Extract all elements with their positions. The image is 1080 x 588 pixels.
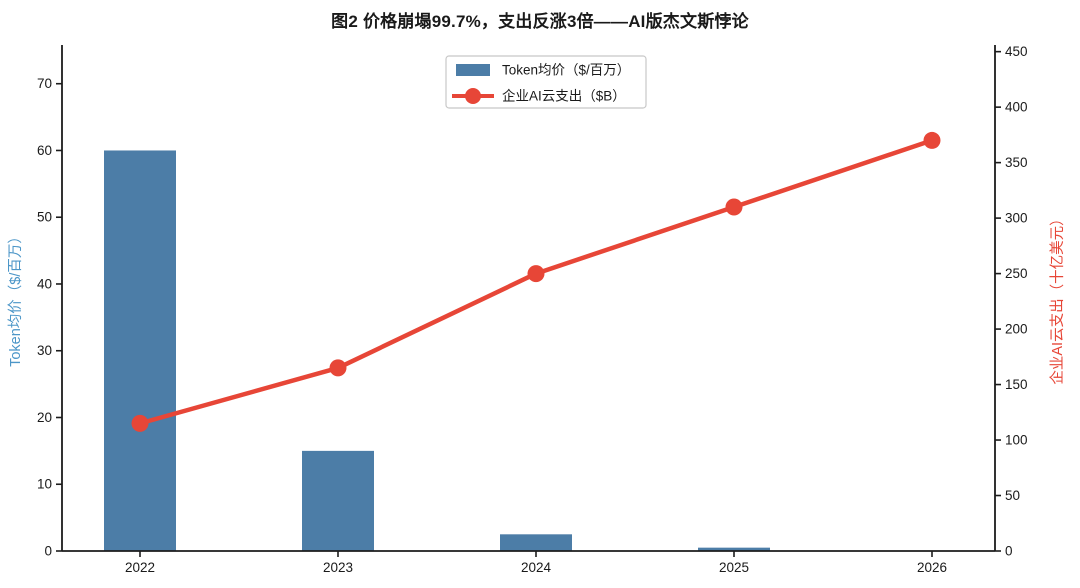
right-tick-label: 150 <box>1005 377 1028 392</box>
x-tick-label-2024: 2024 <box>521 560 552 575</box>
left-tick-label: 50 <box>37 210 52 225</box>
bar-2022 <box>104 150 176 551</box>
right-tick-label: 250 <box>1005 266 1028 281</box>
right-tick-label: 0 <box>1005 544 1013 559</box>
x-tick-label-2022: 2022 <box>125 560 155 575</box>
left-tick-label: 30 <box>37 343 52 358</box>
spend-point-2022 <box>131 414 149 432</box>
left-tick-label: 10 <box>37 477 52 492</box>
chart-title: 图2 价格崩塌99.7%，支出反涨3倍——AI版杰文斯悖论 <box>331 12 749 31</box>
right-tick-label: 100 <box>1005 433 1028 448</box>
right-tick-label: 350 <box>1005 155 1028 170</box>
left-tick-label: 70 <box>37 76 52 91</box>
spend-point-2024 <box>527 265 545 283</box>
left-tick-label: 40 <box>37 276 52 291</box>
legend-circle <box>465 88 481 104</box>
spend-point-2026 <box>923 131 941 149</box>
right-tick-label: 400 <box>1005 100 1028 115</box>
left-tick-label: 0 <box>44 544 52 559</box>
spend-point-2025 <box>725 198 743 216</box>
legend-swatch-bar <box>456 64 490 76</box>
left-tick-label: 60 <box>37 143 52 158</box>
right-tick-label: 200 <box>1005 322 1028 337</box>
left-tick-label: 20 <box>37 410 52 425</box>
x-tick-label-2025: 2025 <box>719 560 749 575</box>
legend-label-line: 企业AI云支出（$B） <box>502 88 626 104</box>
spend-point-2023 <box>329 359 347 377</box>
bar-2023 <box>302 450 374 551</box>
x-tick-label-2026: 2026 <box>917 560 947 575</box>
right-axis-label: 企业AI云支出（十亿美元） <box>1048 211 1066 384</box>
right-tick-label: 50 <box>1005 488 1020 503</box>
left-axis-label: Token均价（$/百万） <box>7 229 24 367</box>
right-tick-label: 450 <box>1005 44 1028 59</box>
bar-2024 <box>500 534 572 551</box>
legend-label-bar: Token均价（$/百万） <box>502 63 630 78</box>
right-tick-label: 300 <box>1005 211 1028 226</box>
bar-2025 <box>698 547 770 551</box>
x-tick-label-2023: 2023 <box>323 560 353 575</box>
legend-box <box>445 55 647 109</box>
